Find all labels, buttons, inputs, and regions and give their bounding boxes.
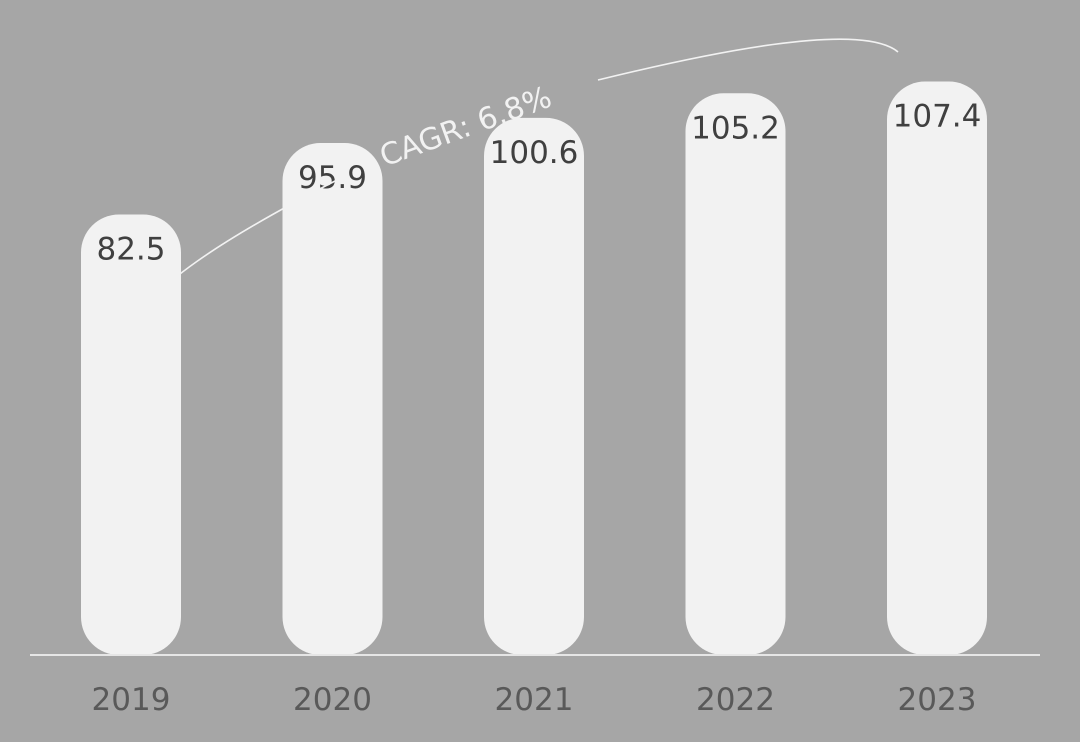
value-label-2022: 105.2 xyxy=(691,110,780,146)
bar-2019 xyxy=(81,214,181,656)
x-tick-label-2020: 2020 xyxy=(293,682,372,718)
cagr-arc-right xyxy=(597,38,899,81)
x-tick-label-2023: 2023 xyxy=(898,682,977,718)
value-labels-layer: 82.5 95.9 100.6 105.2 107.4 xyxy=(96,99,981,268)
bar-2023 xyxy=(887,81,987,655)
bar-2020 xyxy=(282,142,383,655)
value-label-2019: 82.5 xyxy=(96,232,165,268)
bar-2022 xyxy=(685,93,786,656)
x-tick-label-2022: 2022 xyxy=(696,682,775,718)
bar-2021 xyxy=(484,117,584,655)
bars-layer xyxy=(81,81,987,656)
x-tick-labels-layer: 2019 2020 2021 2022 2023 xyxy=(92,682,977,718)
value-label-2021: 100.6 xyxy=(490,135,579,171)
value-label-2020: 95.9 xyxy=(298,160,367,196)
x-tick-label-2021: 2021 xyxy=(495,682,574,718)
x-tick-label-2019: 2019 xyxy=(92,682,171,718)
cagr-arc-left xyxy=(125,179,338,339)
value-label-2023: 107.4 xyxy=(893,99,982,135)
